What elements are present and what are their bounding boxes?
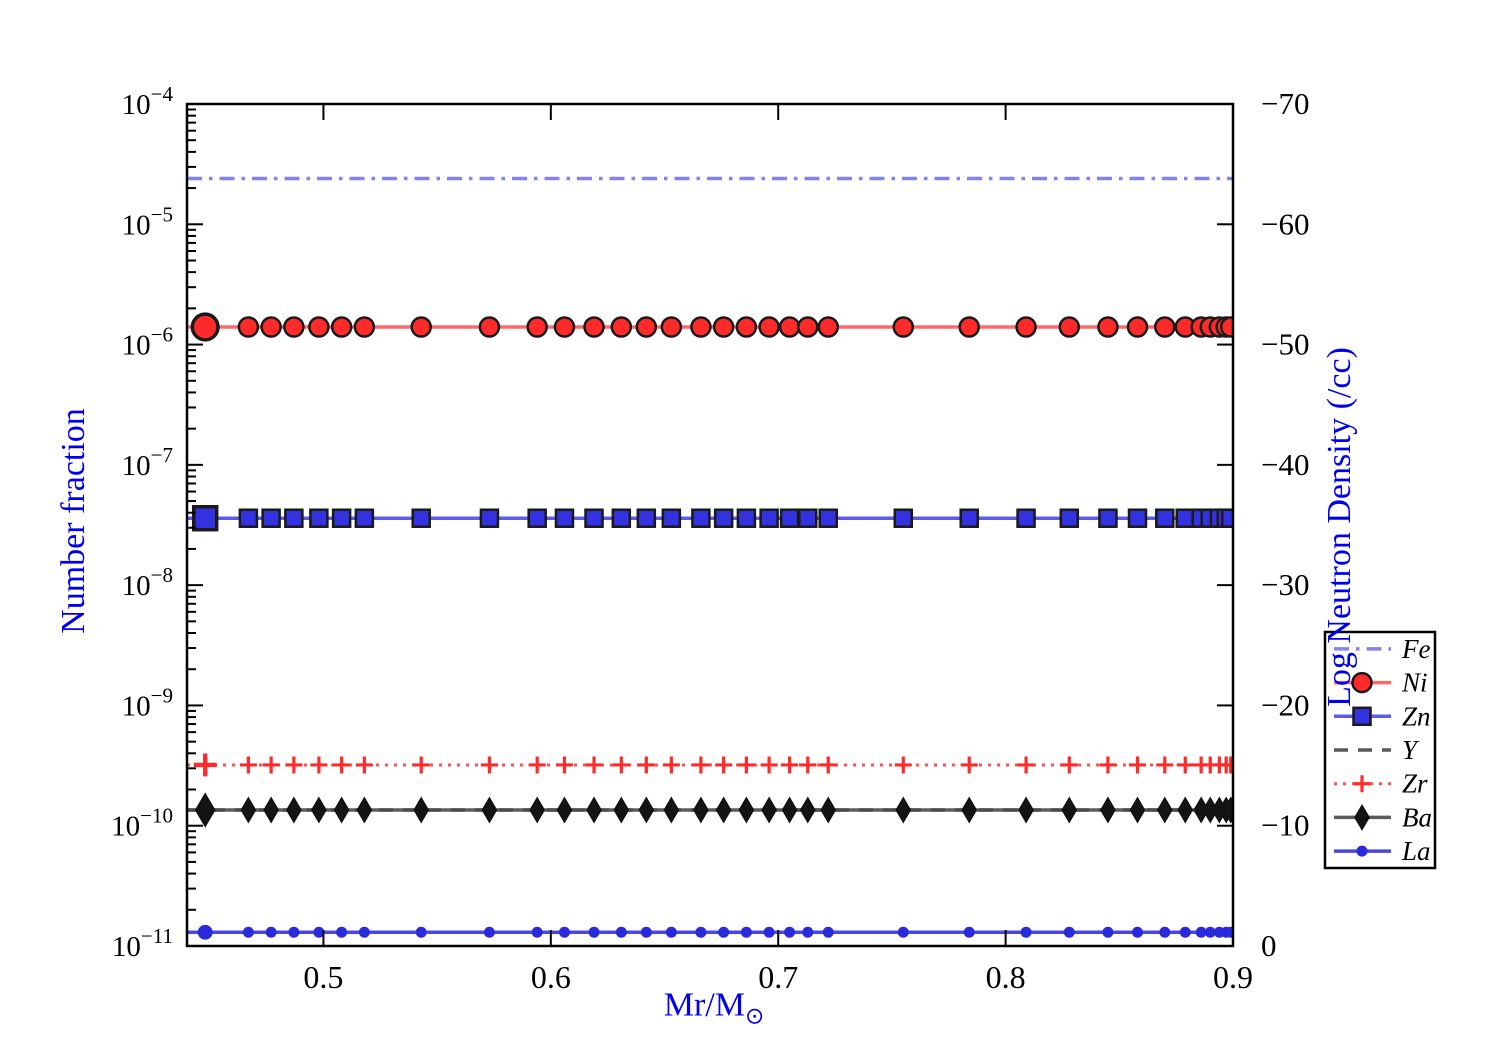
legend-label-Zr: Zr	[1402, 769, 1428, 799]
y-left-tick-label: 10−9	[122, 683, 173, 722]
y-right-tick-label: −70	[1261, 86, 1309, 121]
legend-entry-Fe: Fe	[1334, 634, 1430, 664]
legend-label-Y: Y	[1402, 735, 1420, 765]
y-right-tick-label: −20	[1261, 687, 1309, 722]
y-left-tick-label: 10−6	[122, 323, 173, 362]
series-Zr	[187, 753, 1233, 777]
y-left-tick-label: 10−4	[122, 82, 174, 121]
legend-entry-Zn: Zn	[1334, 701, 1431, 731]
series-layer	[187, 176, 1233, 940]
plot-frame	[185, 102, 1235, 948]
tick-labels: 0.5 0.6 0.7 0.8 0.9 10−4 10−5 10−6 10−7 10−8 10−9 1…	[111, 82, 1309, 995]
legend-label-Zn: Zn	[1402, 701, 1431, 731]
legend-entry-Ni: Ni	[1334, 668, 1428, 698]
x-axis-title: Mr/M⊙	[663, 986, 765, 1029]
y-left-tick-label: 10−8	[122, 563, 173, 602]
x-tick-label: 0.7	[758, 959, 798, 995]
y-right-tick-label: −40	[1261, 447, 1309, 482]
y-right-tick-label: −60	[1261, 206, 1309, 241]
series-Zn	[187, 505, 1233, 532]
y-right-tick-label: −30	[1261, 567, 1309, 602]
left-axis-title: Number fraction	[55, 408, 92, 634]
legend-label-Fe: Fe	[1401, 634, 1430, 664]
legend-entry-Ba: Ba	[1334, 802, 1432, 832]
legend-entry-Y: Y	[1334, 735, 1420, 765]
series-La	[187, 924, 1233, 940]
y-left-tick-label: 10−5	[122, 202, 173, 241]
legend-label-Ni: Ni	[1401, 668, 1428, 698]
legend-label-La: La	[1401, 836, 1431, 866]
legend-entry-La: La	[1334, 836, 1431, 866]
y-right-tick-label: 0	[1261, 928, 1277, 963]
series-Ni	[187, 312, 1233, 342]
y-right-tick-label: −10	[1261, 808, 1309, 843]
legend-entry-Zr: Zr	[1334, 769, 1428, 799]
x-tick-label: 0.6	[531, 959, 571, 995]
series-Ba	[187, 792, 1233, 828]
y-left-tick-label: 10−7	[122, 443, 173, 482]
x-axis-title-text: Mr/M	[663, 986, 745, 1024]
x-tick-label: 0.5	[303, 959, 343, 995]
right-axis-title: Log Neutron Density (/cc)	[1321, 347, 1358, 707]
y-left-tick-label: 10−10	[111, 804, 173, 843]
sun-symbol: ⊙	[744, 1003, 765, 1029]
legend-label-Ba: Ba	[1402, 802, 1432, 832]
x-tick-label: 0.8	[986, 959, 1026, 995]
y-right-tick-label: −50	[1261, 327, 1309, 362]
x-tick-label: 0.9	[1213, 959, 1253, 995]
y-left-tick-label: 10−11	[112, 924, 173, 963]
